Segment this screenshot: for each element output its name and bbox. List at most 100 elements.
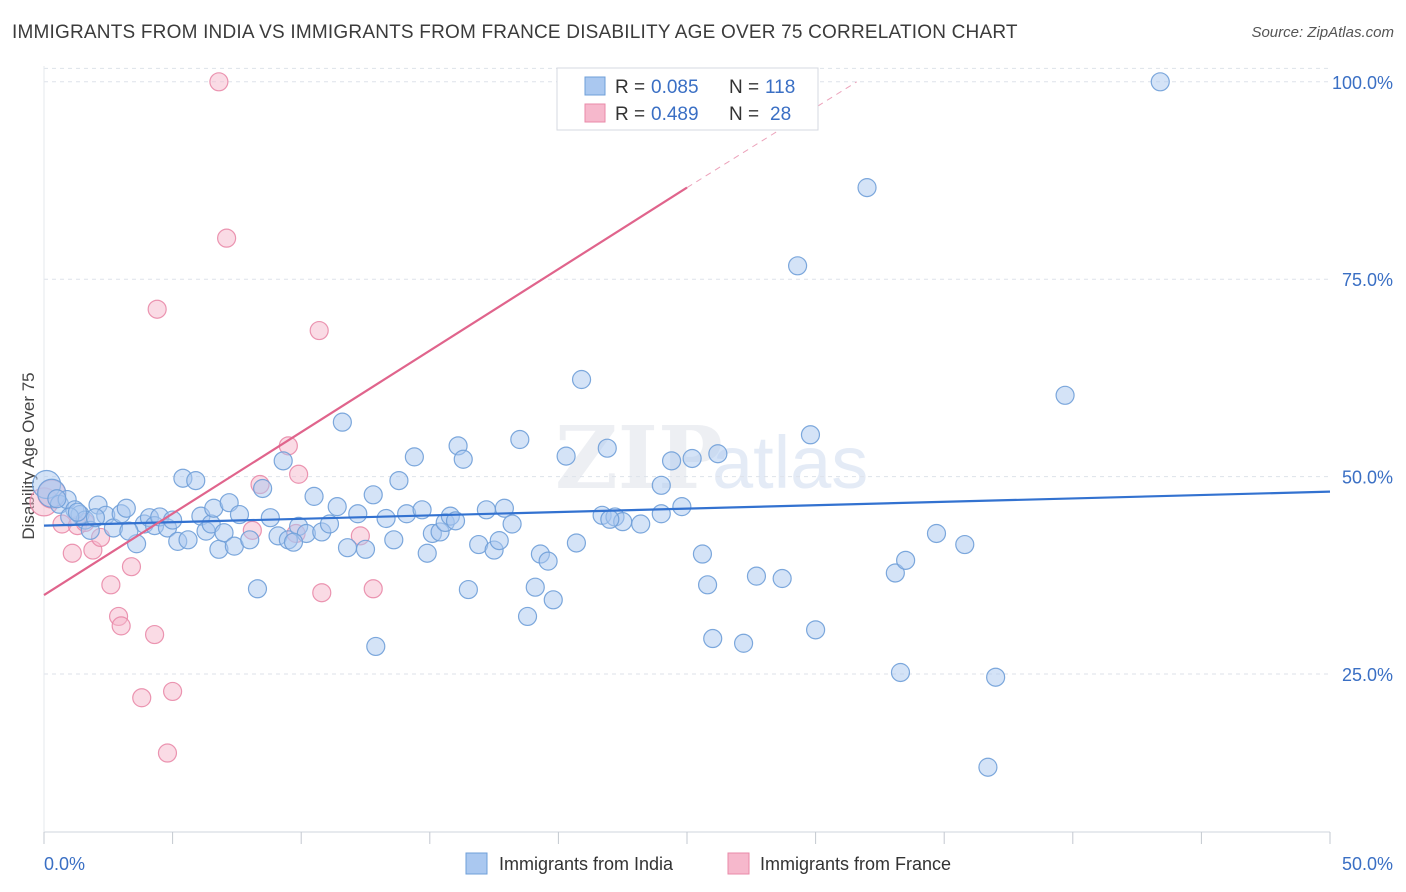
france-points: [29, 72, 383, 763]
india-point-51: [366, 636, 386, 657]
legend-swatch-france: [584, 103, 606, 123]
india-point-80: [571, 369, 592, 390]
india-point-110: [1150, 72, 1170, 92]
india-point-113: [47, 489, 67, 509]
india-trendline: [43, 490, 1331, 527]
india-point-108: [986, 667, 1006, 687]
france-point-12: [132, 688, 152, 708]
india-point-57: [412, 500, 432, 520]
bottom-legend-swatch-india: [465, 852, 488, 875]
india-point-56: [404, 447, 424, 467]
france-point-25: [312, 583, 332, 603]
india-point-76: [538, 551, 558, 571]
india-point-67: [476, 500, 496, 520]
france-point-16: [163, 681, 183, 702]
india-point-48: [348, 504, 368, 524]
france-point-10: [111, 616, 131, 636]
india-point-42: [304, 486, 324, 506]
india-point-98: [787, 256, 808, 276]
india-point-73: [517, 606, 538, 627]
chart-title: IMMIGRANTS FROM INDIA VS IMMIGRANTS FROM…: [12, 22, 1018, 43]
bottom-legend-label-france: Immigrants from France: [760, 854, 951, 874]
india-point-114: [85, 508, 106, 528]
france-point-23: [289, 464, 309, 484]
india-point-45: [327, 497, 347, 517]
india-point-35: [253, 478, 273, 499]
bottom-legend-label-india: Immigrants from India: [499, 854, 674, 874]
india-points: [31, 72, 1170, 777]
france-point-11: [121, 557, 142, 577]
india-point-28: [209, 539, 229, 559]
y-tick-label-75: 75.0%: [1342, 270, 1393, 290]
legend-n-label-france: N =: [729, 104, 759, 125]
india-point-106: [955, 534, 975, 555]
india-point-87: [651, 475, 671, 495]
france-point-14: [147, 299, 167, 319]
france-point-15: [157, 743, 178, 763]
legend-r-label-india: R =: [615, 77, 645, 98]
india-point-77: [543, 590, 563, 610]
india-point-117: [445, 511, 466, 531]
india-point-47: [337, 538, 358, 558]
france-trendline: [43, 186, 688, 597]
india-point-97: [772, 568, 792, 589]
watermark: ZIP atlas: [555, 408, 868, 509]
x-tick-label-end: 50.0%: [1342, 854, 1393, 874]
legend-swatch-india: [584, 76, 606, 96]
india-point-103: [890, 662, 911, 683]
bottom-legend-swatch-france: [727, 852, 750, 875]
india-point-118: [600, 509, 620, 529]
india-point-104: [896, 550, 916, 570]
india-point-23: [186, 470, 206, 491]
india-point-54: [389, 470, 409, 491]
y-axis-title: Disability Age Over 75: [19, 372, 38, 539]
france-point-13: [144, 624, 165, 645]
gridlines: [44, 67, 1330, 675]
legend-n-value-india: 118: [765, 77, 795, 98]
india-point-52: [376, 508, 396, 529]
india-point-86: [651, 504, 671, 524]
india-point-69: [489, 531, 509, 551]
india-point-44: [319, 514, 340, 534]
france-trendline-extension: [686, 81, 858, 189]
legend-r-label-france: R =: [615, 104, 645, 125]
france-point-17: [209, 72, 229, 92]
india-point-90: [682, 448, 702, 469]
india-point-89: [672, 497, 692, 517]
india-point-112: [67, 502, 88, 522]
legend-n-value-france: 28: [770, 104, 791, 125]
india-point-22: [178, 530, 198, 550]
watermark-atlas: atlas: [712, 421, 868, 504]
india-point-33: [240, 530, 260, 550]
india-point-85: [631, 514, 651, 534]
india-point-100: [805, 620, 826, 640]
india-point-53: [384, 530, 404, 550]
trendlines: [43, 81, 1331, 597]
india-point-58: [417, 543, 437, 563]
india-point-116: [283, 532, 304, 552]
y-tick-labels: 25.0% 50.0% 75.0% 100.0%: [1332, 73, 1393, 685]
india-point-101: [857, 178, 877, 198]
source-credit: Source: ZipAtlas.com: [1251, 24, 1394, 41]
france-point-3: [62, 543, 82, 563]
india-point-93: [703, 628, 723, 649]
india-point-107: [978, 757, 998, 777]
india-point-105: [926, 523, 947, 544]
legend-r-value-india: 0.085: [651, 77, 699, 98]
y-tick-label-50: 50.0%: [1342, 468, 1393, 488]
india-point-92: [697, 575, 718, 595]
france-point-8: [101, 575, 121, 595]
india-point-95: [733, 633, 754, 653]
india-point-65: [458, 579, 478, 600]
india-point-46: [332, 412, 352, 432]
india-point-102: [885, 563, 905, 583]
india-point-64: [453, 449, 473, 469]
y-tick-label-25: 25.0%: [1342, 665, 1393, 685]
france-point-18: [217, 228, 237, 248]
x-ticks: [43, 832, 1331, 844]
x-tick-label-start: 0.0%: [44, 854, 85, 874]
india-point-74: [525, 577, 545, 597]
legend-r-value-france: 0.489: [651, 104, 699, 125]
india-point-72: [510, 429, 530, 450]
